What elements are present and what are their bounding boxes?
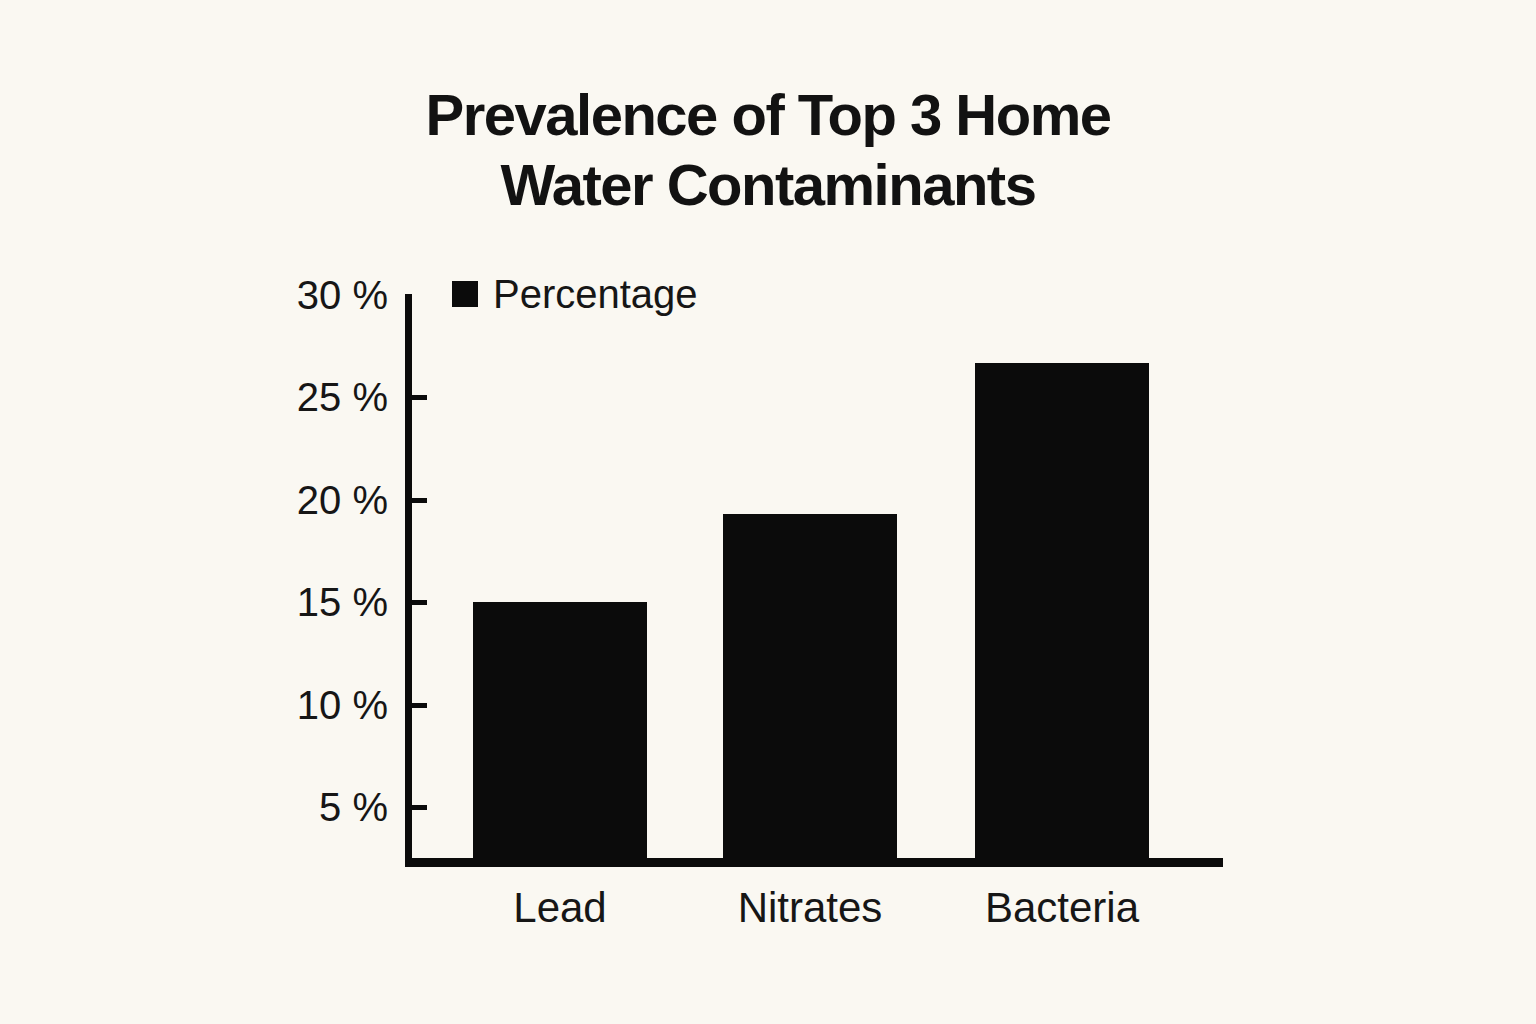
- chart-title-line2: Water Contaminants: [501, 152, 1036, 217]
- chart-title-line1: Prevalence of Top 3 Home: [426, 82, 1111, 147]
- y-axis-tick-5: [412, 805, 427, 810]
- y-axis-line: [405, 294, 412, 867]
- y-axis-label-20: 20 %: [228, 477, 388, 523]
- y-axis-label-10: 10 %: [228, 682, 388, 728]
- y-axis-tick-20: [412, 498, 427, 503]
- y-axis-tick-25: [412, 395, 427, 400]
- y-axis-label-25: 25 %: [228, 374, 388, 420]
- chart-page: Prevalence of Top 3 HomeWater Contaminan…: [0, 0, 1536, 1024]
- legend: Percentage: [452, 271, 698, 317]
- bar-bacteria: [975, 363, 1149, 867]
- y-axis-label-15: 15 %: [228, 579, 388, 625]
- x-axis-label-bacteria: Bacteria: [902, 885, 1222, 931]
- y-axis-label-30: 30 %: [228, 272, 388, 318]
- legend-swatch-icon: [452, 281, 478, 307]
- y-axis-label-5: 5 %: [228, 784, 388, 830]
- y-axis-tick-15: [412, 600, 427, 605]
- y-axis-tick-10: [412, 703, 427, 708]
- bar-lead: [473, 602, 647, 867]
- bar-nitrates: [723, 514, 897, 867]
- legend-label: Percentage: [493, 271, 698, 317]
- chart-title: Prevalence of Top 3 HomeWater Contaminan…: [0, 80, 1536, 220]
